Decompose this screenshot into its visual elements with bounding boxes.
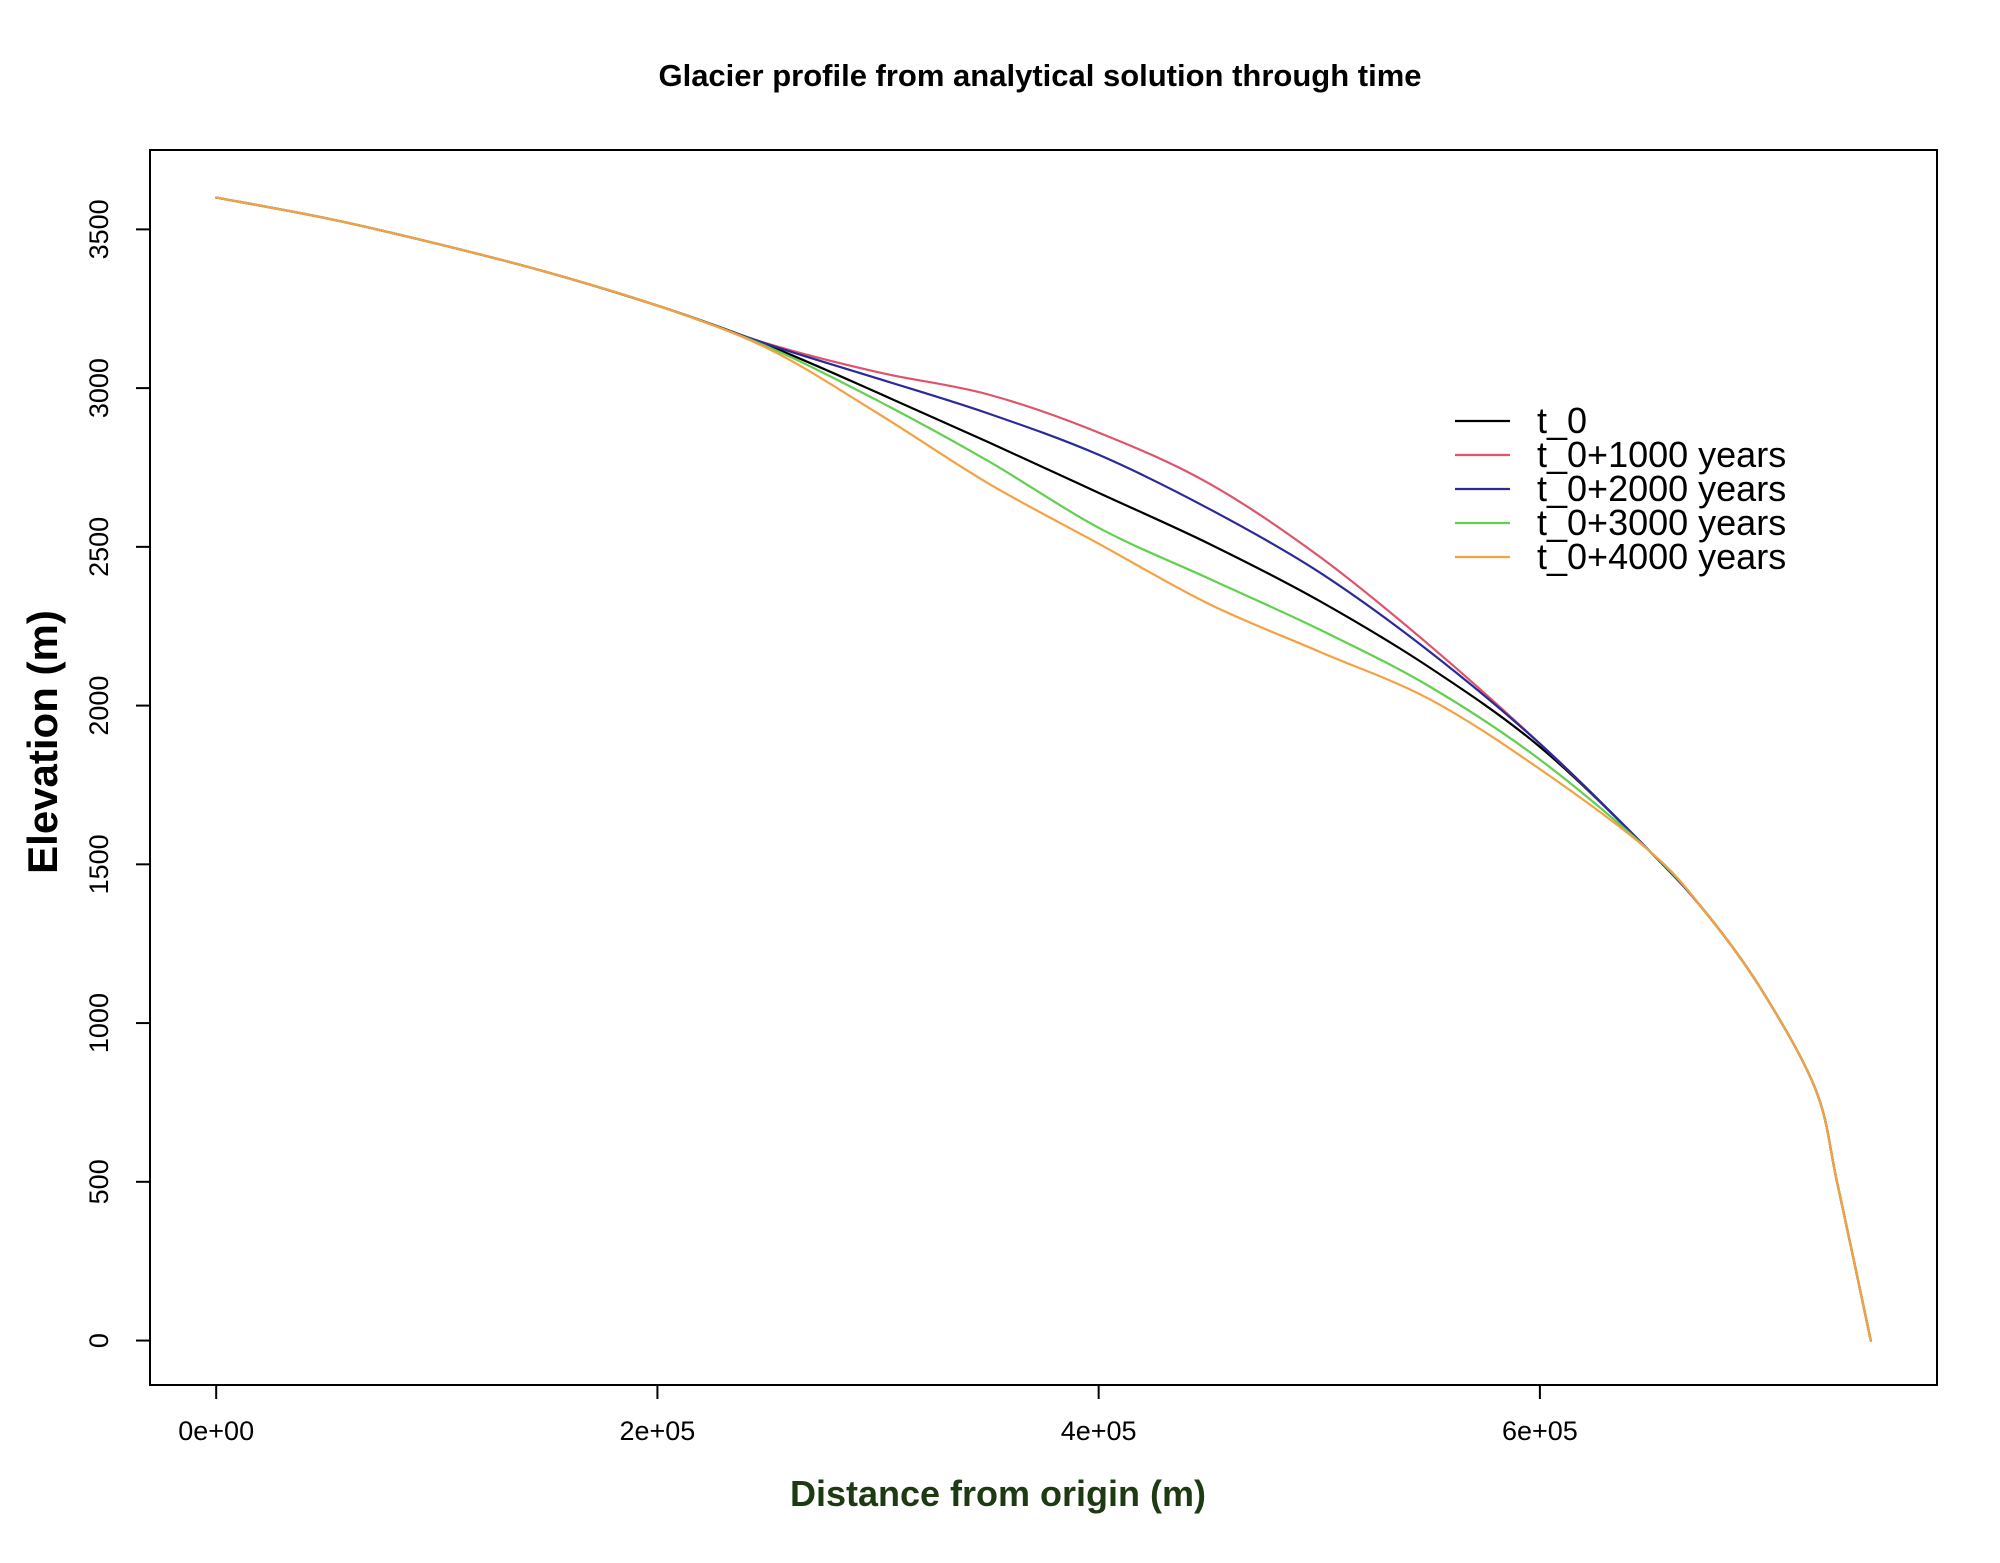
legend-label: t_0	[1537, 400, 1587, 441]
x-tick-label: 6e+05	[1502, 1416, 1578, 1446]
y-axis: 0 500 1000 1500 2000 2500 3000 3500	[84, 199, 150, 1348]
series-line-1	[215, 196, 1872, 1342]
x-tick-label: 4e+05	[1061, 1416, 1137, 1446]
legend-label: t_0+1000 years	[1537, 434, 1786, 475]
y-tick-label: 1500	[84, 834, 114, 894]
y-tick-label: 500	[84, 1159, 114, 1204]
legend-label: t_0+3000 years	[1537, 502, 1786, 543]
y-axis-label: Elevation (m)	[19, 610, 66, 874]
y-tick-label: 1000	[84, 993, 114, 1053]
series-layer	[215, 196, 1872, 1342]
y-tick-label: 0	[84, 1333, 114, 1348]
series-line-0	[215, 196, 1872, 1342]
series-line-4	[215, 196, 1872, 1342]
x-tick-label: 2e+05	[619, 1416, 695, 1446]
y-tick-label: 2500	[84, 517, 114, 577]
y-tick-label: 2000	[84, 676, 114, 736]
chart-title: Glacier profile from analytical solution…	[658, 58, 1421, 93]
x-axis-label: Distance from origin (m)	[790, 1473, 1206, 1514]
y-tick-label: 3000	[84, 358, 114, 418]
y-tick-label: 3500	[84, 199, 114, 259]
series-line-3	[215, 196, 1872, 1342]
x-axis: 0e+00 2e+05 4e+05 6e+05	[178, 1385, 1578, 1446]
plot-frame	[149, 149, 1938, 1386]
x-tick-label: 0e+00	[178, 1416, 254, 1446]
legend-label: t_0+4000 years	[1537, 536, 1786, 577]
series-line-2	[215, 196, 1872, 1342]
legend-label: t_0+2000 years	[1537, 468, 1786, 509]
